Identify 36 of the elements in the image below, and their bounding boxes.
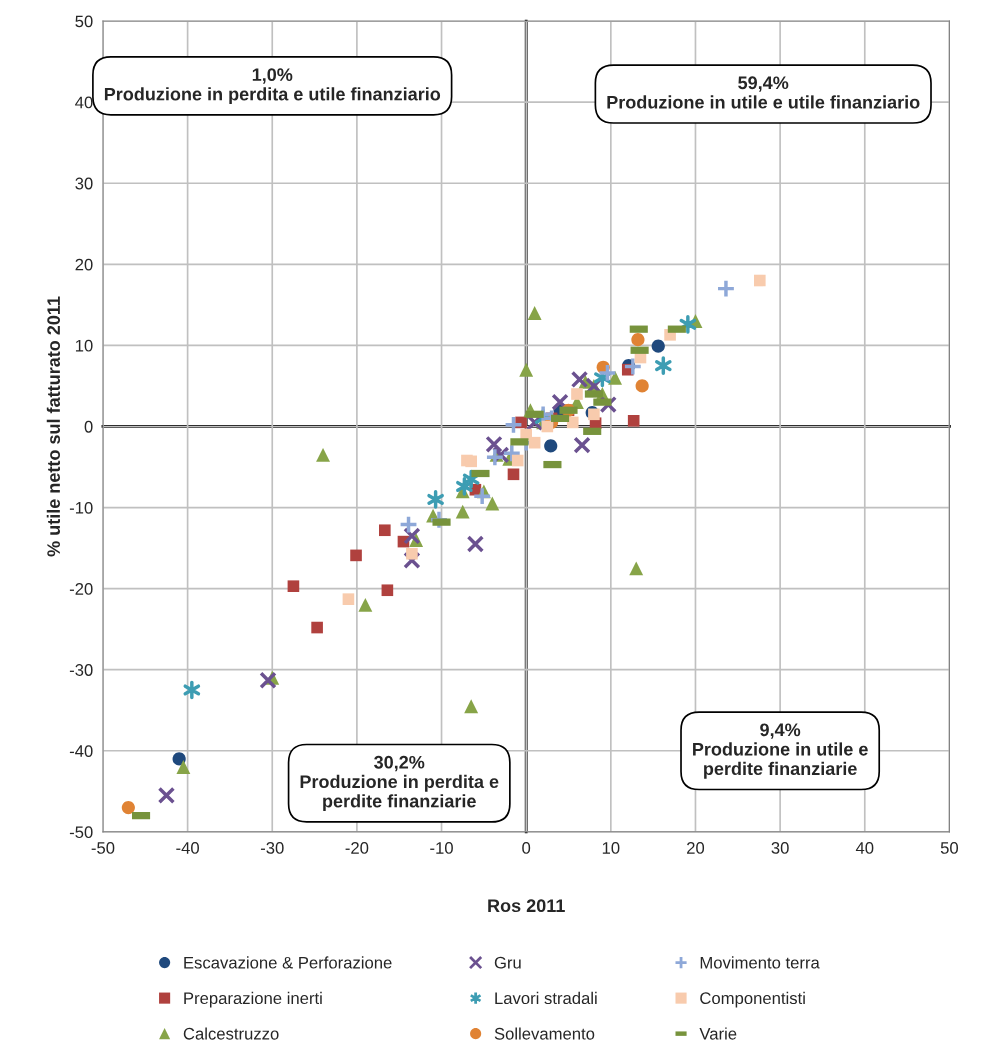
legend-label: Varie [699, 1027, 737, 1040]
x-tick-label: 10 [602, 842, 620, 854]
y-tick-label: 0 [84, 420, 93, 433]
y-tick-label: -20 [69, 583, 93, 595]
x-tick-label: -40 [176, 842, 199, 854]
y-tick-label: 10 [75, 339, 93, 352]
legend-label: Componentisti [700, 991, 805, 1008]
y-axis-title: % utile netto sul fatturato 2011 [46, 296, 61, 557]
legend-label: Movimento terra [700, 956, 820, 969]
y-tick-label: 50 [75, 15, 93, 28]
annotation: 30,2% Produzione in perdita e perdite finanziarie [300, 755, 499, 812]
y-tick-label: 30 [75, 177, 93, 190]
x-tick-label: -50 [91, 842, 115, 854]
y-tick-label: -30 [69, 664, 93, 676]
legend-label: Gru [494, 956, 521, 969]
legend-label: Sollevamento [494, 1027, 595, 1040]
legend-label: Calcestruzzo [183, 1027, 279, 1040]
x-tick-label: -10 [430, 842, 453, 854]
x-tick-label: 30 [771, 842, 789, 854]
x-tick-label: -30 [260, 842, 284, 854]
legend-label: Preparazione inerti [184, 991, 322, 1008]
x-tick-label: 0 [522, 842, 531, 854]
x-tick-label: -20 [345, 842, 369, 854]
annotation: 9,4% Produzione in utile e perdite finanziarie [693, 723, 868, 779]
y-tick-label: 40 [75, 96, 93, 109]
y-tick-label: -50 [69, 826, 93, 839]
legend-label: Escavazione & Perforazione [184, 956, 392, 969]
y-tick-label: 20 [75, 258, 93, 271]
x-tick-label: 50 [940, 842, 959, 854]
y-tick-label: -10 [69, 501, 93, 514]
x-tick-label: 20 [687, 842, 705, 854]
annotation: 1,0% Produzione in perdita e utile finanziario [104, 68, 441, 105]
x-tick-label: 40 [855, 842, 874, 854]
y-tick-label: -40 [69, 745, 93, 757]
annotation: 59,4% Produzione in utile e utile finanziario [607, 76, 920, 109]
x-axis-title: Ros 2011 [488, 899, 565, 913]
